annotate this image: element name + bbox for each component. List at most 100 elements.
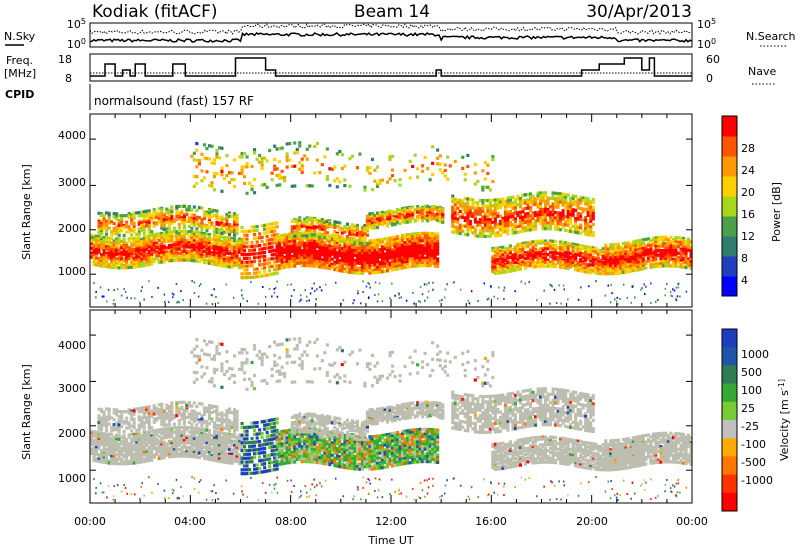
power-cell xyxy=(373,251,377,255)
power-cell xyxy=(177,258,181,262)
power-cell xyxy=(689,262,693,266)
power-cell xyxy=(373,258,377,262)
power-cbar-tick-16: 16 xyxy=(741,208,755,221)
power-cell xyxy=(360,241,364,246)
power-cell xyxy=(581,252,585,256)
power-cell xyxy=(554,243,558,247)
power-cell xyxy=(468,302,471,305)
power-cell xyxy=(526,223,530,227)
power-cell xyxy=(180,229,184,233)
power-cell xyxy=(205,252,209,256)
power-cell xyxy=(233,220,237,224)
power-cell xyxy=(654,245,658,249)
power-cell xyxy=(152,211,156,215)
power-cell xyxy=(423,241,427,245)
power-cell xyxy=(589,247,593,251)
power-cell xyxy=(521,201,525,206)
power-cell xyxy=(574,228,578,232)
power-cell xyxy=(671,262,675,266)
power-cell xyxy=(388,236,392,240)
power-cell xyxy=(314,290,316,293)
power-cell xyxy=(586,224,590,228)
power-cell xyxy=(403,248,407,252)
power-cell xyxy=(212,251,216,255)
power-cell xyxy=(646,241,650,245)
power-cell xyxy=(518,248,522,252)
power-cell xyxy=(576,198,580,202)
power-cell xyxy=(200,169,204,173)
power-cell xyxy=(506,254,510,258)
power-cell xyxy=(408,232,412,236)
power-cell xyxy=(233,158,237,162)
power-cell xyxy=(358,232,362,236)
velocity-cell xyxy=(92,447,96,451)
power-cell xyxy=(589,271,593,275)
power-cell xyxy=(253,267,257,271)
power-cell xyxy=(556,216,560,220)
power-cell xyxy=(511,257,515,261)
power-cell xyxy=(516,202,520,207)
power-cell xyxy=(518,213,522,217)
power-cell xyxy=(255,252,259,256)
power-cell xyxy=(581,207,585,211)
power-cell xyxy=(403,233,407,237)
power-cell xyxy=(110,248,114,252)
power-cell xyxy=(649,247,653,252)
power-cell xyxy=(112,239,116,243)
power-cell xyxy=(333,260,337,264)
power-cell xyxy=(295,151,299,155)
power-cell xyxy=(240,165,244,169)
power-cell xyxy=(238,237,242,241)
power-cell xyxy=(418,236,422,240)
power-cell xyxy=(564,264,568,268)
power-cell xyxy=(330,233,334,237)
power-cell xyxy=(576,247,580,251)
power-cell xyxy=(140,253,144,257)
power-cell xyxy=(438,168,442,172)
power-cell xyxy=(182,204,186,208)
power-cell xyxy=(328,183,332,187)
power-cell xyxy=(631,285,634,288)
power-cell xyxy=(192,237,196,241)
power-cell xyxy=(187,238,191,243)
power-cell xyxy=(611,256,615,260)
power-cell xyxy=(609,271,613,276)
power-cell xyxy=(561,260,565,264)
power-cell xyxy=(659,244,663,248)
power-cell xyxy=(248,245,252,249)
power-cell xyxy=(461,166,465,170)
power-cell xyxy=(270,233,274,238)
power-cell xyxy=(245,276,249,280)
power-cell xyxy=(324,283,327,286)
power-cell xyxy=(378,270,382,274)
power-cell xyxy=(137,222,141,226)
power-cell xyxy=(345,250,349,254)
power-cell xyxy=(215,152,219,156)
power-colorbar: 28 24 20 16 12 8 4 Power [dB] xyxy=(721,115,783,297)
velocity-cell xyxy=(100,455,104,459)
power-cell xyxy=(614,242,618,247)
power-cell xyxy=(363,232,367,236)
power-cell xyxy=(483,229,487,233)
power-cell xyxy=(353,237,357,241)
power-cell xyxy=(506,215,510,220)
power-cell xyxy=(130,261,134,265)
power-cell xyxy=(589,217,593,221)
power-cell xyxy=(391,250,395,255)
power-cell xyxy=(105,260,109,264)
power-cell xyxy=(180,290,182,293)
power-cell xyxy=(165,215,169,219)
power-cell xyxy=(574,222,578,226)
power-cell xyxy=(551,260,555,265)
power-cell xyxy=(564,247,568,251)
power-cell xyxy=(624,241,628,245)
power-cell xyxy=(280,241,284,245)
power-cell xyxy=(310,230,314,234)
power-cell xyxy=(606,252,610,256)
power-cell xyxy=(493,266,497,270)
power-cell xyxy=(107,236,111,240)
power-cell xyxy=(636,252,640,256)
power-cell xyxy=(150,244,154,248)
power-cell xyxy=(157,260,161,265)
power-cell xyxy=(543,289,545,292)
